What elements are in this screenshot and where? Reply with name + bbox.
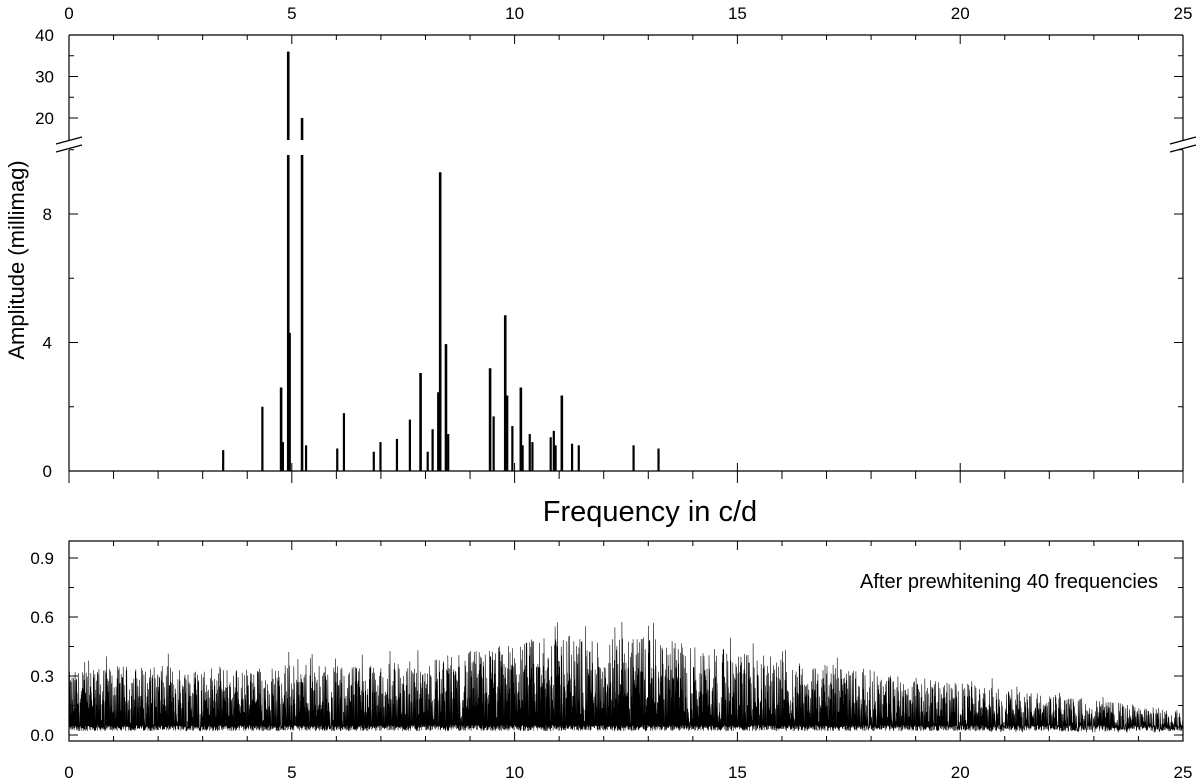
top-x-tick-label: 20 [951,4,970,23]
bottom-y-tick-label: 0.0 [30,726,54,745]
residual-noise-line [68,621,1184,733]
top-x-tick-label: 15 [728,4,747,23]
axis-break-mark-right [1169,144,1197,153]
bottom-x-tick-label: 20 [951,763,970,782]
residual-spectrum-panel: 0 5 10 15 20 25 0.0 0.3 0.6 0.9 [30,540,1193,782]
top-x-tick-label: 10 [505,4,524,23]
axis-break-mark-left [55,136,83,145]
axis-break-mark-left [55,144,83,153]
amplitude-spectrum-panel: 0 5 10 15 20 25 0 4 8 20 30 40 [35,4,1197,483]
top-y-tick-label: 4 [43,334,52,353]
top-x-tick-label: 0 [64,4,73,23]
top-y-tick-label: 30 [35,68,54,87]
bottom-x-tick-label: 5 [287,763,296,782]
axis-break-mark-right [1169,136,1197,145]
bottom-y-tick-label: 0.3 [30,667,54,686]
top-y-tick-label: 0 [43,462,52,481]
bottom-x-tick-label: 10 [505,763,524,782]
bottom-y-tick-label: 0.9 [30,549,54,568]
bottom-x-tick-label: 25 [1174,763,1193,782]
top-x-tick-label: 25 [1174,4,1193,23]
bottom-x-tick-label: 15 [728,763,747,782]
top-y-tick-label: 8 [43,205,52,224]
residual-annotation: After prewhitening 40 frequencies [860,571,1158,593]
top-y-tick-label: 20 [35,109,54,128]
top-x-tick-label: 5 [287,4,296,23]
x-axis-label: Frequency in c/d [543,496,757,528]
y-axis-label: Amplitude (millimag) [4,160,29,359]
top-y-tick-label: 40 [35,26,54,45]
bottom-frame [68,540,1184,742]
bottom-x-tick-label: 0 [64,763,73,782]
bottom-y-tick-label: 0.6 [30,608,54,627]
